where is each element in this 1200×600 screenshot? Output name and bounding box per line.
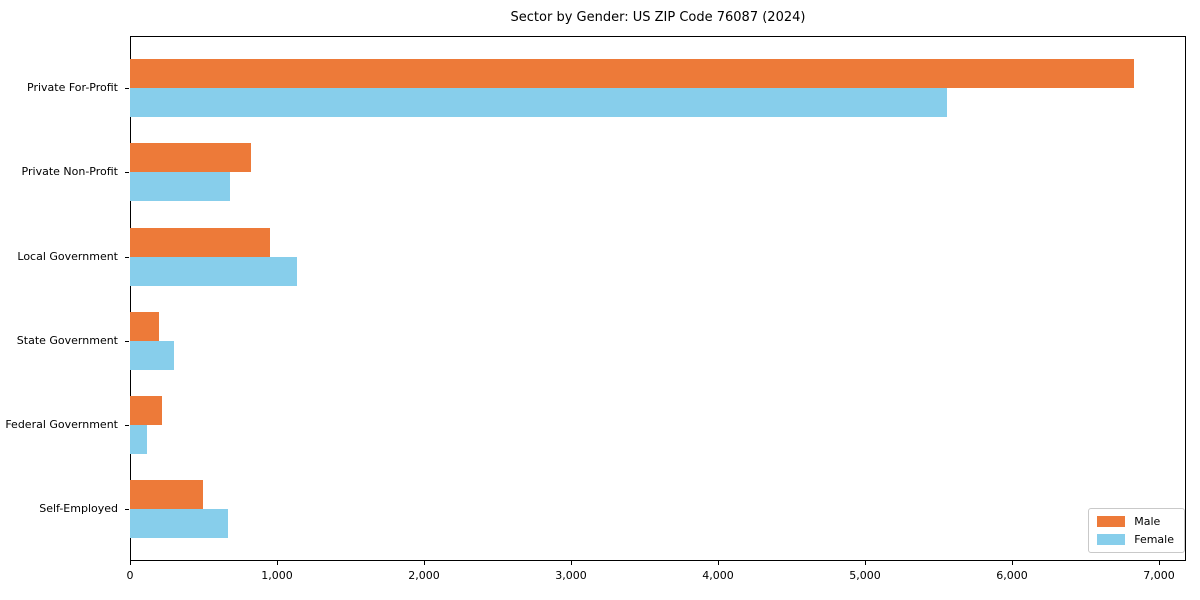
y-tick-label-self-employed: Self-Employed: [39, 502, 118, 515]
x-tick-mark: [277, 561, 278, 565]
bar-female-local-government: [130, 257, 297, 286]
bar-male-private-non-profit: [130, 143, 251, 172]
y-tick-mark: [125, 509, 129, 510]
y-tick-mark: [125, 172, 129, 173]
y-tick-label-state-government: State Government: [16, 334, 118, 347]
bar-male-federal-government: [130, 396, 162, 425]
y-tick-label-private-non-profit: Private Non-Profit: [21, 165, 118, 178]
y-tick-label-federal-government: Federal Government: [5, 418, 118, 431]
x-tick-mark: [571, 561, 572, 565]
x-tick-mark: [424, 561, 425, 565]
x-tick-mark: [1159, 561, 1160, 565]
bar-male-state-government: [130, 312, 159, 341]
bar-female-state-government: [130, 341, 174, 370]
bar-female-federal-government: [130, 425, 147, 454]
y-tick-label-private-for-profit: Private For-Profit: [27, 81, 118, 94]
x-tick-mark: [718, 561, 719, 565]
bar-male-local-government: [130, 228, 270, 257]
legend-swatch-female: [1097, 534, 1126, 545]
y-tick-label-local-government: Local Government: [17, 250, 118, 263]
bar-female-private-non-profit: [130, 172, 230, 201]
legend-label: Female: [1134, 533, 1174, 546]
legend-label: Male: [1134, 515, 1161, 528]
x-tick-mark: [865, 561, 866, 565]
legend-entry-female: Female: [1097, 533, 1174, 546]
y-tick-mark: [125, 341, 129, 342]
legend-entry-male: Male: [1097, 515, 1174, 528]
chart-title: Sector by Gender: US ZIP Code 76087 (202…: [510, 10, 806, 25]
bar-female-self-employed: [130, 509, 228, 538]
x-tick-mark: [130, 561, 131, 565]
x-tick-label: 1,000: [261, 569, 293, 582]
legend-swatch-male: [1097, 516, 1126, 527]
y-tick-mark: [125, 88, 129, 89]
bar-male-private-for-profit: [130, 59, 1134, 88]
x-tick-label: 2,000: [408, 569, 440, 582]
x-tick-label: 5,000: [849, 569, 881, 582]
y-tick-mark: [125, 257, 129, 258]
x-tick-label: 7,000: [1143, 569, 1175, 582]
x-tick-label: 0: [126, 569, 134, 582]
x-tick-label: 6,000: [996, 569, 1028, 582]
legend: Male Female: [1088, 508, 1185, 553]
bar-female-private-for-profit: [130, 88, 947, 117]
y-tick-mark: [125, 425, 129, 426]
x-tick-label: 4,000: [702, 569, 734, 582]
x-tick-mark: [1012, 561, 1013, 565]
bar-male-self-employed: [130, 480, 203, 509]
x-tick-label: 3,000: [555, 569, 587, 582]
plot-area: [130, 36, 1186, 561]
